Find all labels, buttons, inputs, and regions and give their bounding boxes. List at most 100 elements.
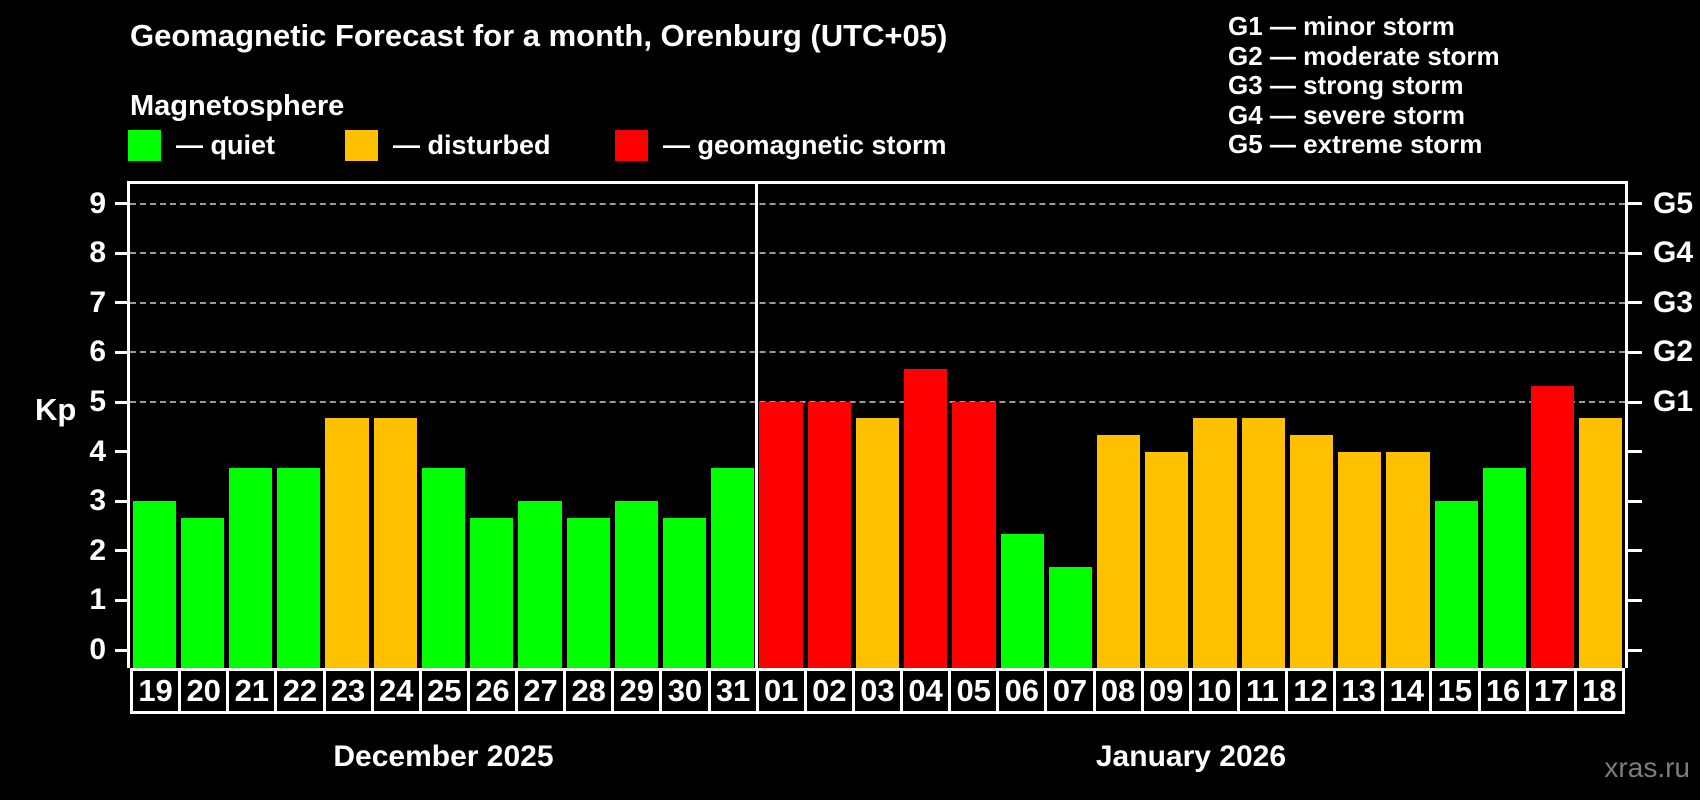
- g-scale-line-g2: G2 — moderate storm: [1228, 40, 1500, 71]
- day-label-cell-20: 20: [178, 668, 227, 714]
- y-tick-label-2: 2: [89, 533, 106, 567]
- legend-label-storm: — geomagnetic storm: [663, 130, 947, 160]
- watermark: xras.ru: [1604, 752, 1690, 783]
- kp-bar-january-12: [1289, 435, 1334, 668]
- y-tick-right-2: [1628, 549, 1642, 553]
- y-axis-title-kp: Kp: [35, 392, 77, 427]
- day-label-cell-21: 21: [226, 668, 275, 714]
- g-scale-line-g4: G4 — severe storm: [1228, 99, 1466, 130]
- y-tick-label-4: 4: [89, 434, 106, 468]
- kp-bar-january-14: [1386, 451, 1430, 668]
- magnetosphere-label: Magnetosphere: [130, 90, 345, 122]
- kp-bar-december-29: [614, 501, 658, 668]
- kp-bar-january-16: [1482, 467, 1527, 668]
- y-tick-left-1: [115, 598, 127, 602]
- page-title: Geomagnetic Forecast for a month, Orenbu…: [130, 18, 948, 53]
- y-tick-label-5: 5: [89, 385, 106, 418]
- kp-bar-december-20: [180, 517, 224, 668]
- kp-bar-january-13: [1338, 451, 1382, 668]
- y-tick-left-4: [115, 450, 127, 454]
- disturbed-color-swatch: [345, 130, 378, 161]
- kp-bar-january-17: [1531, 385, 1575, 668]
- y-tick-label-0: 0: [89, 633, 106, 666]
- g-level-label-g4: G4: [1653, 236, 1694, 270]
- day-label-cell-04: 04: [900, 668, 949, 714]
- day-label-cell-09: 09: [1140, 668, 1189, 714]
- day-label-cell-23: 23: [322, 668, 371, 714]
- y-tick-left-9: [115, 202, 127, 206]
- day-label-cell-31: 31: [707, 668, 756, 714]
- y-tick-label-3: 3: [89, 484, 106, 518]
- day-label-cell-05: 05: [948, 668, 997, 714]
- kp-bar-january-08: [1097, 435, 1141, 668]
- day-label-cell-22: 22: [274, 668, 323, 714]
- day-label-cell-26: 26: [466, 668, 515, 714]
- g-scale-line-g3: G3 — strong storm: [1228, 70, 1464, 100]
- kp-bar-january-03: [855, 418, 900, 668]
- month-label-0: December 2025: [333, 740, 554, 773]
- y-axis-line-left: [127, 184, 130, 668]
- storm-color-swatch: [615, 130, 648, 161]
- plot-top-border: [127, 181, 1628, 184]
- kp-bar-chart: 19 20 21 22 23 24 25 26 27 28 29 30 31 01 02 03 04 05 06 07…: [35, 181, 1693, 800]
- y-tick-right-5: [1628, 400, 1642, 404]
- y-tick-left-6: [115, 350, 127, 354]
- month-divider: [755, 184, 759, 668]
- day-label-cell-25: 25: [418, 668, 467, 714]
- y-tick-right-3: [1628, 499, 1642, 503]
- gridline-kp5: [130, 401, 1625, 403]
- kp-bar-december-25: [421, 467, 466, 668]
- month-label-1: January 2026: [1095, 740, 1287, 773]
- g-scale-legend: G1 — minor storm G2 — moderate storm G3 …: [1228, 11, 1500, 160]
- y-tick-label-6: 6: [89, 335, 106, 369]
- kp-bar-january-02: [807, 402, 851, 668]
- y-tick-right-7: [1628, 301, 1642, 305]
- day-label-cell-06: 06: [996, 668, 1045, 714]
- kp-bar-december-28: [566, 517, 610, 668]
- day-label-cell-01: 01: [755, 668, 804, 714]
- day-label-cell-08: 08: [1092, 668, 1141, 714]
- kp-bar-december-27: [518, 501, 562, 668]
- kp-bar-january-10: [1193, 418, 1237, 668]
- y-tick-left-2: [115, 549, 127, 553]
- gridline-kp7: [130, 301, 1625, 304]
- g-scale-line-g1: G1 — minor storm: [1228, 11, 1455, 41]
- kp-bar-december-22: [277, 467, 321, 668]
- y-tick-label-7: 7: [89, 285, 106, 319]
- g-level-label-g5: G5: [1653, 186, 1694, 220]
- kp-bar-january-01: [759, 402, 803, 668]
- day-label-cell-02: 02: [803, 668, 852, 714]
- y-tick-right-9: [1628, 202, 1642, 206]
- y-tick-right-8: [1628, 251, 1642, 255]
- kp-bar-january-18: [1579, 418, 1623, 668]
- day-label-cell-10: 10: [1188, 668, 1237, 714]
- day-label-cell-29: 29: [611, 668, 660, 714]
- g-level-label-g1: G1: [1653, 385, 1694, 418]
- kp-bar-december-31: [711, 467, 755, 668]
- kp-bar-january-15: [1434, 501, 1478, 668]
- plot-area: [127, 181, 1628, 668]
- legend-item-quiet: — quiet: [128, 130, 275, 161]
- day-label-cell-12: 12: [1285, 668, 1334, 714]
- y-tick-label-8: 8: [89, 236, 106, 270]
- kp-bar-january-09: [1145, 451, 1189, 668]
- day-axis-row: 19 20 21 22 23 24 25 26 27 28 29 30 31 01 02 03 04 05 06 07…: [130, 668, 1625, 714]
- gridline-kp8: [130, 252, 1625, 255]
- day-label-cell-28: 28: [563, 668, 612, 714]
- legend-label-quiet: — quiet: [176, 130, 275, 160]
- day-label-cell-27: 27: [515, 668, 564, 714]
- day-label-cell-16: 16: [1477, 668, 1526, 714]
- kp-bar-december-30: [662, 517, 707, 668]
- day-label-cell-19: 19: [130, 668, 179, 714]
- quiet-color-swatch: [128, 130, 161, 161]
- y-axis-line-right: [1625, 181, 1628, 668]
- y-tick-left-8: [115, 251, 127, 255]
- day-label-cell-15: 15: [1429, 668, 1478, 714]
- y-tick-right-0: [1628, 648, 1642, 652]
- kp-bar-december-23: [325, 418, 369, 668]
- kp-bar-january-05: [952, 402, 996, 668]
- y-tick-left-5: [115, 400, 127, 404]
- day-label-cell-14: 14: [1381, 668, 1430, 714]
- g-scale-line-g5: G5 — extreme storm: [1228, 129, 1483, 159]
- g-level-label-g2: G2: [1653, 335, 1694, 369]
